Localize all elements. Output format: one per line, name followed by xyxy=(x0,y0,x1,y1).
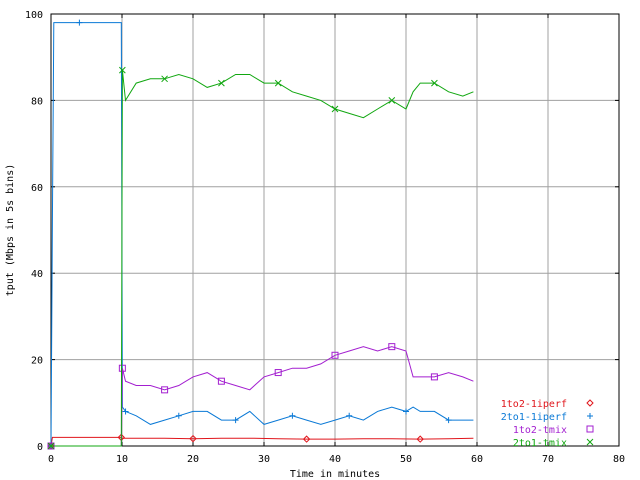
series-line xyxy=(51,346,474,447)
y-tick-label: 0 xyxy=(37,442,43,453)
data-point xyxy=(76,19,83,26)
x-tick-label: 10 xyxy=(116,454,128,465)
data-point xyxy=(217,377,225,385)
data-point xyxy=(331,351,339,359)
data-point xyxy=(431,79,438,87)
data-point xyxy=(289,412,296,419)
data-point xyxy=(232,417,239,424)
data-point xyxy=(161,386,169,394)
series-line xyxy=(50,22,474,447)
series-1to2-1iperf xyxy=(47,433,474,450)
data-point xyxy=(346,412,353,419)
x-tick-label: 80 xyxy=(613,454,625,465)
data-point xyxy=(403,408,409,415)
legend-label: 1to2-tmix xyxy=(513,425,567,436)
data-point xyxy=(274,79,282,87)
data-point xyxy=(331,105,339,113)
legend-marker xyxy=(586,425,594,433)
data-point xyxy=(189,434,197,443)
y-tick-label: 60 xyxy=(31,183,43,194)
series-line xyxy=(50,436,474,447)
data-point xyxy=(122,408,129,415)
data-point xyxy=(416,435,424,443)
x-tick-label: 0 xyxy=(48,454,54,465)
legend-marker xyxy=(587,413,593,419)
y-tick-label: 80 xyxy=(31,96,43,107)
data-point xyxy=(302,435,311,443)
legend-marker xyxy=(586,399,594,407)
series-line xyxy=(51,70,474,447)
data-point xyxy=(161,75,168,83)
data-point xyxy=(175,412,182,419)
x-tick-label: 40 xyxy=(329,454,341,465)
y-axis-label: tput (Mbps in 5s bins) xyxy=(5,164,16,296)
legend: 1to2-1iperf 2to1-1iperf 1to2-tmix 2to1-tmix xyxy=(501,399,594,449)
data-point xyxy=(47,442,55,450)
data-point xyxy=(388,343,396,351)
axis-ticks: 0 10 20 30 40 50 60 70 80 0 20 40 60 80 100 xyxy=(25,10,625,465)
y-tick-label: 100 xyxy=(25,10,43,21)
grid xyxy=(51,14,619,446)
data-point xyxy=(430,373,438,381)
x-tick-label: 20 xyxy=(187,454,199,465)
legend-label: 2to1-1iperf xyxy=(501,412,567,423)
x-tick-label: 70 xyxy=(542,454,554,465)
series-2to1-tmix xyxy=(47,66,474,450)
x-tick-label: 60 xyxy=(471,454,483,465)
legend-label: 1to2-1iperf xyxy=(501,399,567,410)
y-tick-label: 40 xyxy=(31,269,43,280)
legend-marker xyxy=(586,438,594,446)
x-tick-label: 50 xyxy=(400,454,412,465)
data-point xyxy=(118,364,126,372)
series-1to2-tmix xyxy=(47,343,474,450)
y-tick-label: 20 xyxy=(31,356,43,367)
series-2to1-1iperf xyxy=(48,19,474,449)
series-lines xyxy=(47,19,474,450)
data-point xyxy=(274,369,282,377)
x-axis-label: Time in minutes xyxy=(290,469,380,480)
data-point xyxy=(445,417,452,424)
legend-label: 2to1-tmix xyxy=(513,438,567,449)
x-tick-label: 30 xyxy=(258,454,270,465)
data-point xyxy=(119,66,126,74)
data-point xyxy=(218,79,225,87)
data-point xyxy=(388,97,396,104)
